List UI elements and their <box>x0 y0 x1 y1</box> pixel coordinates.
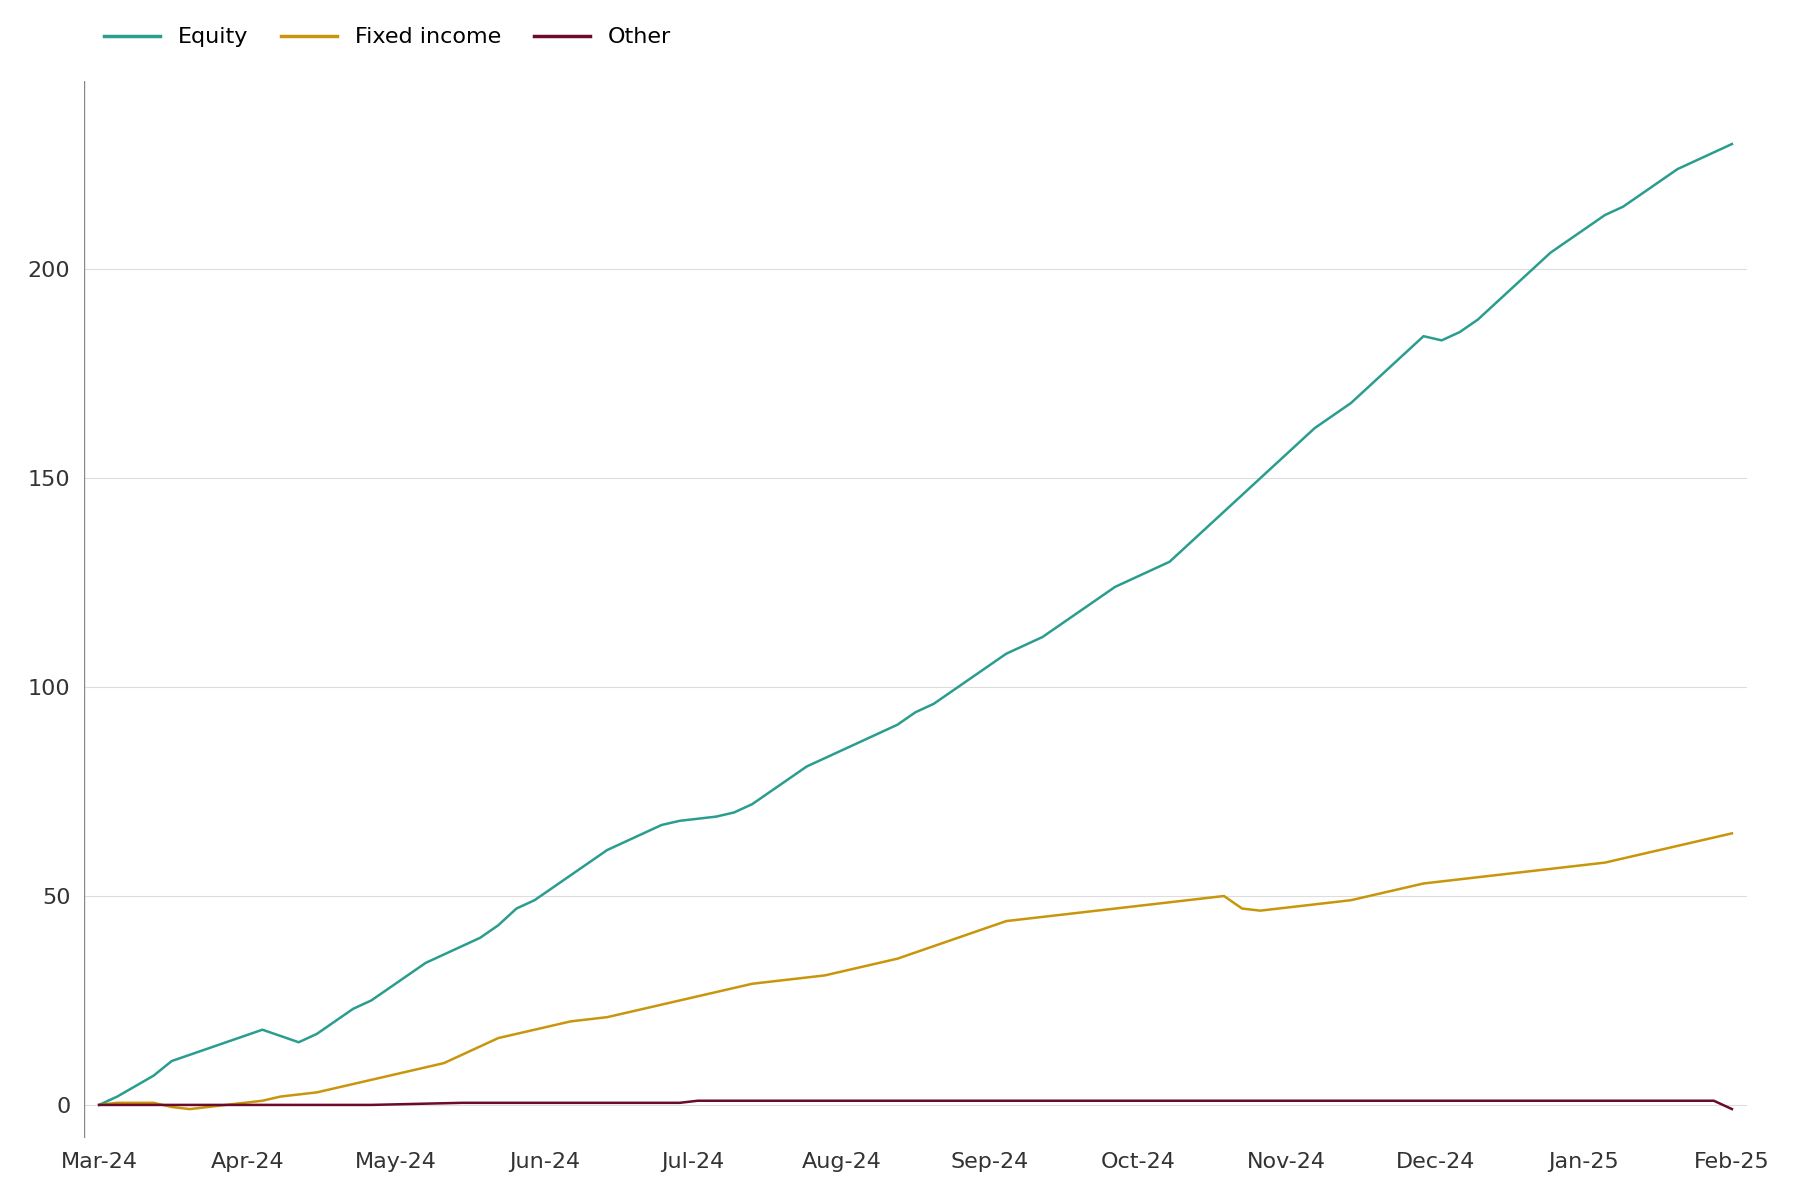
Fixed income <box>1685 834 1706 848</box>
Other <box>1685 1093 1706 1108</box>
Equity <box>470 930 491 944</box>
Fixed income <box>1703 830 1724 845</box>
Fixed income <box>488 1031 509 1045</box>
Line: Equity: Equity <box>99 144 1732 1105</box>
Equity <box>1685 154 1706 168</box>
Equity <box>506 901 527 916</box>
Other <box>1485 1093 1507 1108</box>
Fixed income <box>88 1098 110 1112</box>
Equity <box>1721 137 1742 151</box>
Legend: Equity, Fixed income, Other: Equity, Fixed income, Other <box>95 18 680 56</box>
Equity <box>88 1098 110 1112</box>
Fixed income <box>306 1085 328 1099</box>
Fixed income <box>524 1022 545 1037</box>
Line: Other: Other <box>99 1100 1732 1109</box>
Other <box>688 1093 709 1108</box>
Other <box>288 1098 310 1112</box>
Other <box>1721 1102 1742 1116</box>
Equity <box>1467 312 1489 326</box>
Other <box>470 1096 491 1110</box>
Other <box>88 1098 110 1112</box>
Fixed income <box>1721 826 1742 840</box>
Fixed income <box>178 1102 200 1116</box>
Equity <box>1667 162 1688 176</box>
Equity <box>288 1036 310 1050</box>
Other <box>1703 1093 1724 1108</box>
Fixed income <box>1485 868 1507 882</box>
Line: Fixed income: Fixed income <box>99 833 1732 1109</box>
Other <box>506 1096 527 1110</box>
